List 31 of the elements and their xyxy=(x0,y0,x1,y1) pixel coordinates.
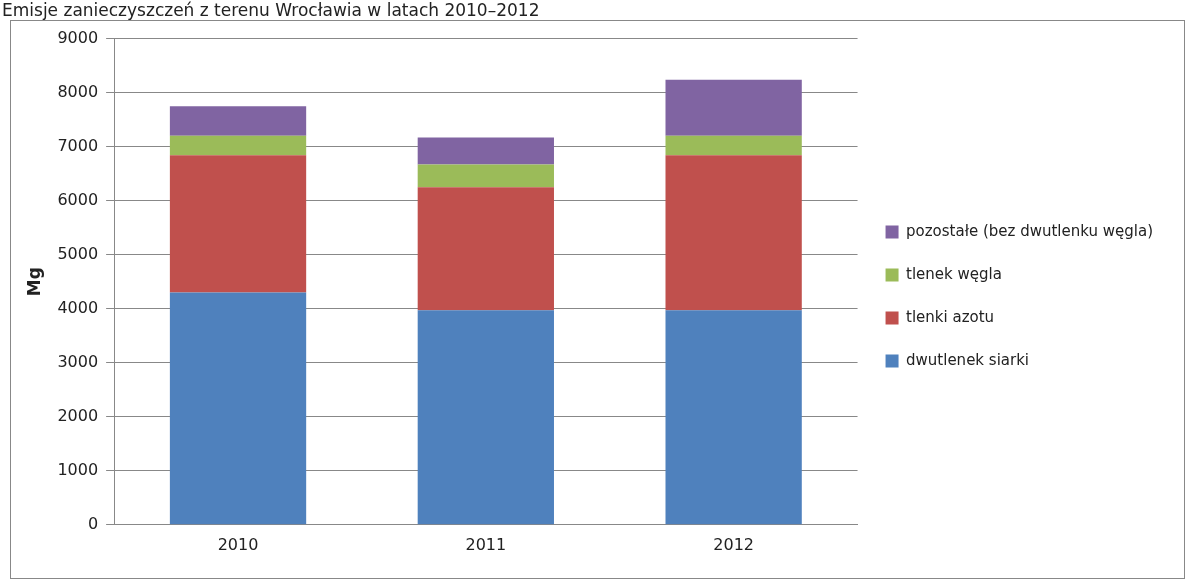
y-tick-label: 2000 xyxy=(57,405,99,425)
bar xyxy=(417,137,554,165)
legend-label: dwutlenek siarki xyxy=(906,350,1030,369)
bar xyxy=(169,155,307,293)
x-tick-label: 2012 xyxy=(713,534,754,554)
y-tick-label: 8000 xyxy=(57,81,99,101)
bar xyxy=(665,310,802,525)
legend-label: tlenek węgla xyxy=(906,264,1002,283)
bar xyxy=(665,155,802,311)
y-tick-label: 1000 xyxy=(57,459,99,479)
y-tick-label: 5000 xyxy=(57,243,99,263)
bar xyxy=(665,79,802,136)
bar xyxy=(417,187,554,311)
bar xyxy=(169,135,307,156)
y-tick-label: 7000 xyxy=(57,135,99,155)
y-tick-label: 4000 xyxy=(57,297,99,317)
y-tick-label: 9000 xyxy=(57,27,99,47)
bar xyxy=(169,106,307,136)
y-tick-label: 6000 xyxy=(57,189,99,209)
y-tick-label: 0 xyxy=(87,513,99,533)
chart-title: Emisje zanieczyszczeń z terenu Wrocławia w latach 2010–2012 xyxy=(2,0,540,20)
bar xyxy=(665,135,802,156)
bar xyxy=(417,164,554,188)
y-axis-title: Mg xyxy=(23,267,44,297)
bar xyxy=(417,310,554,525)
x-tick-label: 2011 xyxy=(465,534,507,554)
y-tick-label: 3000 xyxy=(57,351,99,371)
legend-label: tlenki azotu xyxy=(906,307,995,326)
legend-label: pozostałe (bez dwutlenku węgla) xyxy=(906,221,1153,240)
x-tick-label: 2010 xyxy=(217,534,259,554)
bar xyxy=(169,292,307,525)
